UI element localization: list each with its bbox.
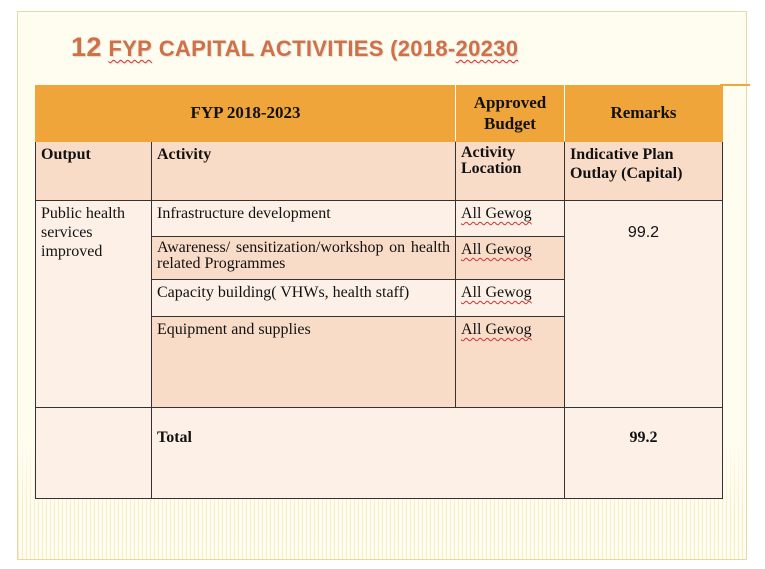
location-text: All Gewog bbox=[461, 284, 532, 301]
title-number: 12 bbox=[71, 32, 102, 62]
header-accent-line bbox=[720, 84, 750, 86]
header-remarks: Remarks bbox=[564, 85, 723, 142]
location-text: All Gewog bbox=[461, 321, 532, 338]
total-label: Total bbox=[151, 407, 565, 499]
location-cell: All Gewog bbox=[455, 200, 565, 237]
title-year-end: 20230 bbox=[455, 36, 519, 61]
location-cell: All Gewog bbox=[455, 316, 565, 408]
title-rest: CAPITAL ACTIVITIES (2018- bbox=[158, 36, 456, 61]
location-text: All Gewog bbox=[461, 205, 532, 222]
table-row: Equipment and supplies All Gewog bbox=[36, 316, 723, 408]
outlay-cell: 99.2 bbox=[564, 200, 723, 408]
activity-cell: Equipment and supplies bbox=[151, 316, 456, 408]
table-row: Capacity building( VHWs, health staff) A… bbox=[36, 279, 723, 317]
header-approved-budget: Approved Budget bbox=[455, 85, 565, 142]
output-cell: Public health services improved bbox=[35, 200, 152, 408]
location-text: All Gewog bbox=[461, 241, 532, 258]
subheader-activity: Activity bbox=[151, 141, 456, 201]
activity-cell: Awareness/ sensitization/workshop on hea… bbox=[151, 236, 456, 280]
title-fyp: FYP bbox=[108, 36, 153, 61]
total-empty-cell bbox=[35, 407, 152, 499]
location-cell: All Gewog bbox=[455, 236, 565, 280]
subheader-outlay: Indicative Plan Outlay (Capital) bbox=[564, 141, 723, 201]
table-row: Public health services improved Infrastr… bbox=[35, 200, 723, 408]
table-subheader-row: Output Activity Activity Location Indica… bbox=[35, 141, 723, 201]
total-value: 99.2 bbox=[564, 407, 723, 499]
slide-title: 12 FYP CAPITAL ACTIVITIES (2018-20230 bbox=[71, 32, 518, 63]
header-plan: FYP 2018-2023 bbox=[35, 85, 456, 142]
location-cell: All Gewog bbox=[455, 279, 565, 317]
table-row: Awareness/ sensitization/workshop on hea… bbox=[36, 236, 723, 280]
activity-cell: Capacity building( VHWs, health staff) bbox=[151, 279, 456, 317]
activity-cell: Infrastructure development bbox=[151, 200, 456, 237]
capital-activities-table: FYP 2018-2023 Approved Budget Remarks Ou… bbox=[35, 85, 723, 499]
subheader-location: Activity Location bbox=[455, 141, 565, 201]
table-header-row: FYP 2018-2023 Approved Budget Remarks bbox=[35, 85, 723, 142]
subheader-output: Output bbox=[35, 141, 152, 201]
table-total-row: Total 99.2 bbox=[35, 407, 723, 499]
